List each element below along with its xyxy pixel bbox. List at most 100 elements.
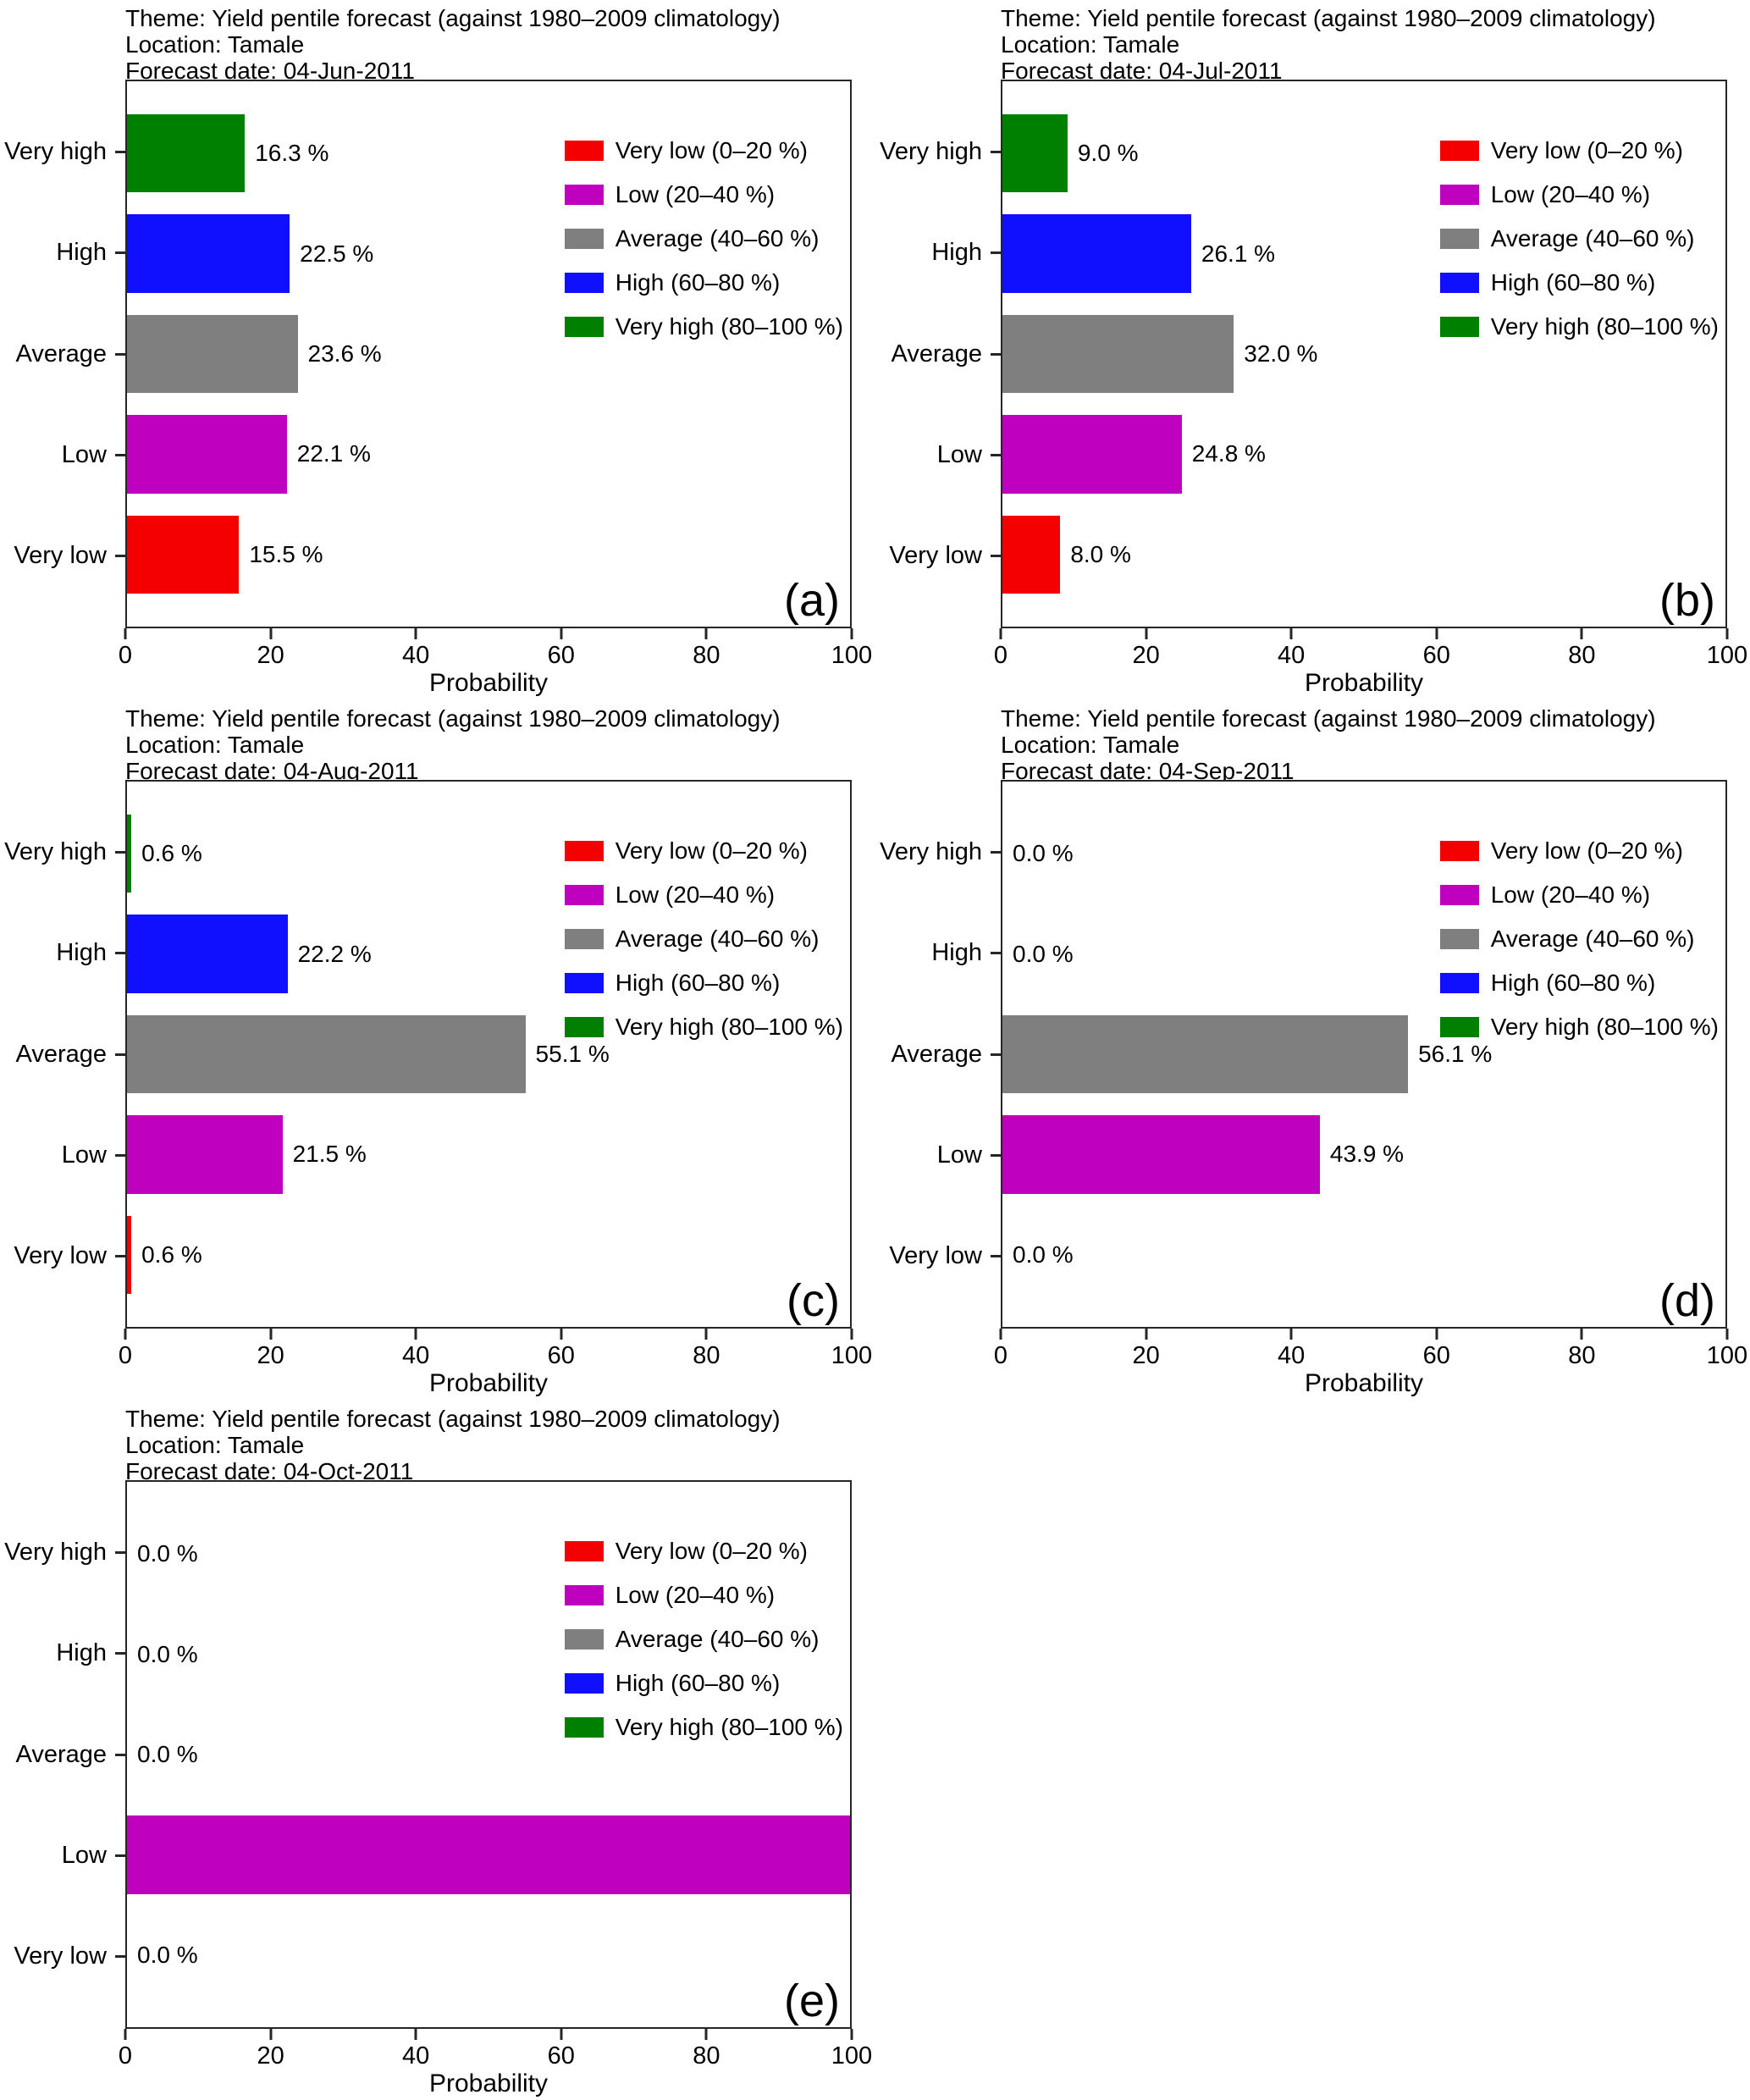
chart-location-line: Location: Tamale [1001,732,1180,758]
legend-swatch [1439,229,1479,249]
y-tick-mark [115,1753,125,1756]
bar [127,515,240,594]
legend-label: High (60–80 %) [1490,269,1656,296]
bar [127,1215,132,1294]
x-tick-label: 20 [257,642,284,669]
bar-row: 0.0 % [127,1604,850,1704]
y-tick-mark [115,1854,125,1857]
bar [1002,1014,1409,1094]
panel-letter: (d) [1659,1275,1715,1326]
y-tick-label: Very low [14,541,107,569]
y-tick-mark [115,1053,125,1056]
x-tick-mark [1145,1329,1148,1340]
chart-location-line: Location: Tamale [125,732,305,758]
bar-row: 22.1 % [127,404,850,504]
x-tick-label: 100 [1706,1342,1748,1369]
y-row: Very high [0,1502,125,1603]
chart-theme-line: Theme: Yield pentile forecast (against 1… [125,1406,781,1432]
x-tick-label: 0 [118,2042,133,2070]
legend-swatch [1439,1017,1479,1037]
legend-swatch [1439,841,1479,861]
x-tick-label: 80 [1568,1342,1596,1369]
legend-item: Low (20–40 %) [564,881,843,909]
x-tick-mark [999,1329,1002,1340]
legend-item: Average (40–60 %) [1439,926,1719,953]
x-tick-mark [269,628,273,639]
y-tick-mark [991,453,1001,456]
legend-label: Very high (80–100 %) [615,313,843,340]
bar-value-label: 16.3 % [255,140,329,167]
x-tick-label: 80 [1568,642,1596,669]
bar-row: 55.1 % [127,1004,850,1104]
bar-row: 0.0 % [127,1705,850,1804]
bar-value-label: 55.1 % [535,1041,610,1068]
legend-item: High (60–80 %) [1439,269,1719,296]
chart-theme-line: Theme: Yield pentile forecast (against 1… [125,705,781,732]
chart-header: Theme: Yield pentile forecast (against 1… [1001,705,1656,784]
x-tick-label: 60 [547,642,575,669]
y-row: Very high [0,802,125,903]
chart-panel: Theme: Yield pentile forecast (against 1… [0,700,875,1400]
y-tick-label: Average [15,1040,108,1068]
x-tick-mark [1289,628,1293,639]
x-tick-label: 20 [1132,642,1160,669]
chart-header: Theme: Yield pentile forecast (against 1… [1001,5,1656,84]
legend-swatch [564,1629,604,1650]
legend-swatch [564,885,604,905]
y-axis-labels: Very high High Average Low Very low [0,1480,125,2029]
x-tick-label: 40 [1278,642,1306,669]
y-row: Average [0,1704,125,1804]
plot-area: 0.6 % 22.2 % 55.1 % 21.5 % 0.6 % Very low (0… [125,780,852,1329]
y-row: Low [0,1105,125,1206]
x-tick-mark [1580,1329,1583,1340]
bar [1002,214,1191,293]
x-tick-mark [124,1329,127,1340]
bar-value-label: 8.0 % [1070,540,1131,567]
bar [1002,1115,1320,1194]
legend-label: Average (40–60 %) [1490,225,1695,251]
legend-swatch [564,841,604,861]
x-tick-mark [414,1329,417,1340]
y-tick-label: Average [891,340,983,368]
x-tick-mark [999,628,1002,639]
bar-row: 0.6 % [127,804,850,904]
chart-forecast-date-line: Forecast date: 04-Oct-2011 [125,1458,414,1484]
bar [127,415,287,494]
legend: Very low (0–20 %) Low (20–40 %) Average (4… [564,1538,843,1741]
y-tick-mark [115,851,125,854]
x-tick-label: 60 [547,2042,575,2070]
legend-label: Very high (80–100 %) [615,1014,843,1040]
legend-swatch [564,929,604,949]
bar-row: 15.5 % [127,505,850,605]
bar-row: 43.9 % [1002,1104,1725,1204]
chart-forecast-date-line: Forecast date: 04-Jun-2011 [125,58,415,84]
x-tick-label: 20 [1132,1342,1160,1369]
legend-label: Very low (0–20 %) [1490,137,1683,163]
y-tick-mark [991,151,1001,154]
legend-swatch [564,973,604,993]
y-row: Very high [875,802,1001,903]
bar-row: 0.0 % [1002,904,1725,1003]
bar [127,314,298,394]
legend-label: Average (40–60 %) [1490,926,1695,952]
legend-item: High (60–80 %) [1439,970,1719,997]
bar-value-label: 0.6 % [141,840,202,867]
x-tick-mark [560,628,563,639]
x-tick-mark [124,628,127,639]
legend-swatch [1439,929,1479,949]
legend-swatch [564,185,604,205]
bar-row: 0.0 % [127,1504,850,1604]
x-axis-title: Probability [428,1369,549,1397]
x-axis: 0 20 40 60 80 100 [994,1329,1747,1373]
x-tick-mark [850,628,853,639]
bars: 0.6 % 22.2 % 55.1 % 21.5 % 0.6 % [127,782,850,1327]
y-tick-label: Very high [4,838,107,866]
x-tick-label: 0 [993,642,1008,669]
x-tick-mark [704,2029,708,2040]
y-row: Very low [0,1206,125,1307]
chart-theme-line: Theme: Yield pentile forecast (against 1… [1001,5,1656,31]
bar-value-label: 56.1 % [1418,1041,1493,1068]
x-tick-label: 100 [1706,642,1748,669]
bar-value-label: 0.0 % [137,1941,198,1968]
y-row: Very high [0,102,125,202]
